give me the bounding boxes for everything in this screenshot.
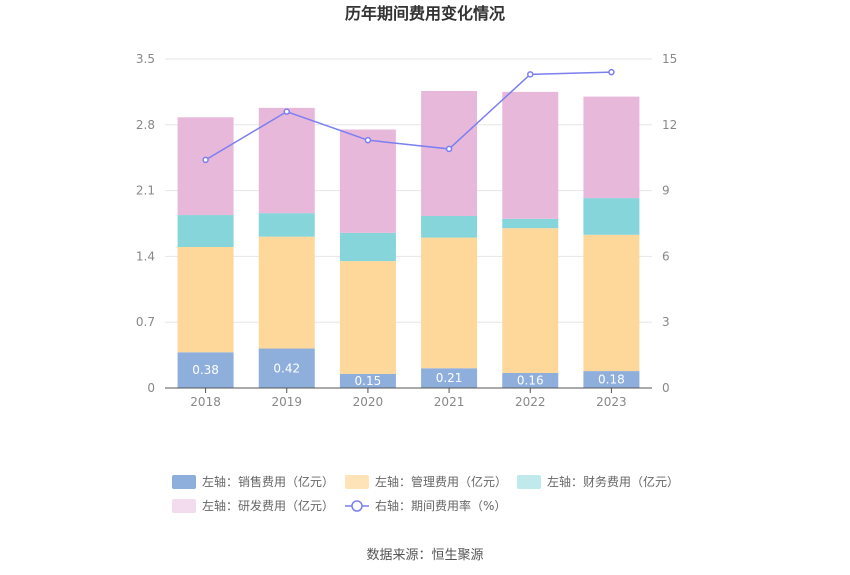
bar-segment [502,91,559,219]
line-point [283,108,290,115]
bar-segment [421,215,478,238]
bar-segment [339,261,396,374]
legend-swatch [517,475,541,489]
chart-title: 历年期间费用变化情况 [345,4,505,23]
bar-data-label: 0.21 [436,371,463,385]
bar-segment [502,372,559,388]
x-axis-tick-label: 2023 [596,395,627,409]
line-path [205,71,612,161]
bar-segment [177,117,234,216]
right-axis-tick-label: 3 [662,315,670,329]
x-axis-tick-label: 2018 [190,395,221,409]
x-axis-tick-label: 2019 [271,395,302,409]
legend-label: 左轴：管理费用（亿元） [375,474,507,489]
bar-segment [502,218,559,229]
bar-segment [583,96,640,199]
legend-swatch [172,499,196,513]
bar-segment [421,368,478,388]
line-point [445,145,453,153]
legend-line-marker [351,500,363,512]
left-axis-tick-label: 2.8 [136,118,155,132]
bar-segment [583,234,640,372]
left-axis-tick-label: 0 [147,381,155,395]
bar-segment [258,213,315,237]
left-axis-tick-label: 1.4 [136,249,155,263]
bar-segment [258,348,315,388]
right-axis-tick-label: 0 [662,381,670,395]
x-axis-tick-label: 2022 [515,395,546,409]
right-axis-tick-label: 9 [662,184,670,198]
legend-label: 左轴：销售费用（亿元） [202,474,334,489]
bar-segment [177,352,234,388]
bar-segment [177,247,234,353]
right-axis-tick-label: 12 [662,118,677,132]
legend-label: 左轴：财务费用（亿元） [547,474,679,489]
bar-data-label: 0.42 [273,361,300,375]
bar-data-label: 0.15 [355,374,382,388]
bar-data-label: 0.16 [517,373,544,387]
bar-segment [421,237,478,369]
line-point [202,156,209,164]
legend-swatch [345,475,369,489]
x-axis-tick-label: 2020 [353,395,384,409]
right-axis-tick-label: 6 [662,249,670,263]
bar-segment [339,373,396,388]
legend: 左轴：销售费用（亿元） 左轴：管理费用（亿元） 左轴：财务费用（亿元） 左轴：研发费用… [172,474,679,513]
x-axis-tick-label: 2021 [434,395,465,409]
bar-segment [583,371,640,388]
bar-segment [502,228,559,373]
bar-segment [583,198,640,235]
line-series [202,68,615,164]
legend-label: 右轴：期间费用率（%） [375,498,506,513]
grid-lines [165,58,652,323]
right-axis-tick-label: 15 [662,52,677,66]
left-axis-tick-label: 0.7 [136,315,155,329]
line-point [364,136,372,144]
bar-segment [177,215,234,247]
legend-label: 左轴：研发费用（亿元） [202,498,334,513]
bar-segment [258,107,315,214]
bar-series: 0.38 0.42 0.15 0.21 0.16 0.18 [177,90,640,388]
bar-segment [339,232,396,262]
bar-data-label: 0.38 [192,363,219,377]
bar-segment [339,129,396,233]
legend-swatch [172,475,196,489]
source-text: 数据来源：恒生聚源 [366,548,483,563]
bar-segment [421,90,478,216]
left-axis-tick-label: 3.5 [136,52,155,66]
left-axis-tick-label: 2.1 [136,184,155,198]
axes: 0 0.7 1.4 2.1 2.8 3.5 0 3 6 9 12 15 2018 2019 2020 2021… [136,52,677,409]
bar-segment [258,236,315,349]
line-point [527,71,534,78]
bar-data-label: 0.18 [598,373,625,387]
line-point [608,68,615,76]
